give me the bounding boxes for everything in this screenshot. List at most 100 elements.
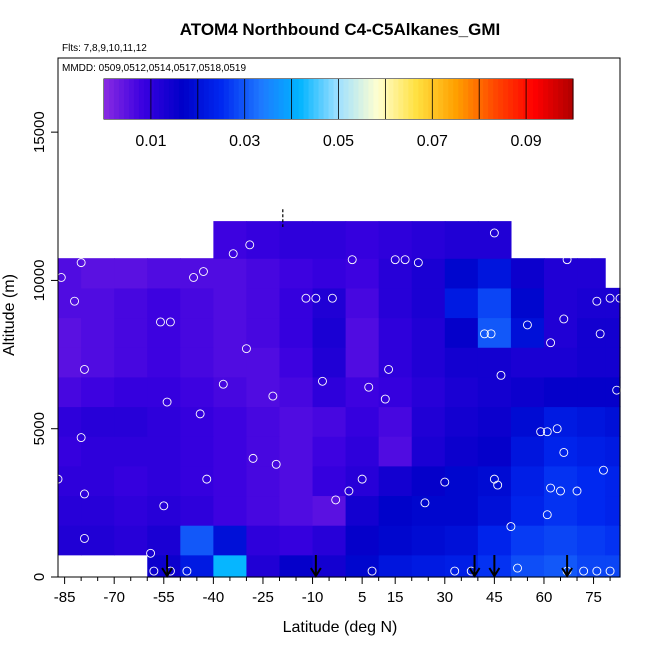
field-cell xyxy=(510,317,545,348)
colorbar-segment xyxy=(163,79,170,119)
colorbar-segment xyxy=(553,79,559,119)
field-cell xyxy=(81,495,115,526)
y-tick-label: 15000 xyxy=(31,111,48,153)
field-cell xyxy=(345,436,380,467)
field-cell xyxy=(477,525,512,556)
observation-point xyxy=(595,329,605,339)
colorbar-segment xyxy=(378,79,385,119)
field-cell xyxy=(279,436,314,467)
x-tick-label: -40 xyxy=(203,589,225,606)
field-cell xyxy=(510,287,545,319)
observation-point xyxy=(506,522,516,532)
field-cell xyxy=(213,347,248,378)
annotations xyxy=(161,209,573,578)
field-cell xyxy=(114,376,148,408)
observation-point xyxy=(612,385,622,395)
field-cell xyxy=(378,465,413,497)
field-cell xyxy=(81,258,115,289)
y-tick-label: 5000 xyxy=(31,412,48,445)
observation-point xyxy=(579,566,589,576)
colorbar-segment xyxy=(128,79,135,119)
colorbar-segment xyxy=(518,79,524,119)
field-cell xyxy=(246,347,281,378)
observation-point xyxy=(489,228,499,238)
field-cell xyxy=(444,221,479,259)
observation-point xyxy=(440,477,450,487)
field-cell xyxy=(378,406,413,437)
observation-point xyxy=(496,370,506,380)
field-cell xyxy=(477,221,512,259)
field-cell xyxy=(58,436,82,467)
field-cell xyxy=(81,287,115,319)
observation-point xyxy=(542,510,552,520)
field-cell xyxy=(543,347,578,378)
colorbar-segment xyxy=(558,79,564,119)
field-cell xyxy=(345,347,380,378)
observation-point xyxy=(189,273,198,282)
colorbar-segment xyxy=(568,79,574,119)
colorbar-segment xyxy=(188,79,195,119)
field-cell xyxy=(605,525,621,556)
field-cell xyxy=(444,465,479,497)
colorbar-segment xyxy=(338,79,345,119)
colorbar-segment xyxy=(343,79,350,119)
x-axis-label: Latitude (deg N) xyxy=(283,619,398,636)
field-cell xyxy=(58,287,82,319)
field-cell xyxy=(213,554,248,578)
colorbar-segment xyxy=(233,79,240,119)
field-cell xyxy=(444,376,479,408)
field-cell xyxy=(345,317,380,348)
field-cell xyxy=(147,406,181,437)
colorbar-segment xyxy=(533,79,539,119)
concentration-field xyxy=(58,221,621,578)
observation-point xyxy=(542,427,552,437)
colorbar-segment xyxy=(293,79,300,119)
colorbar-segment xyxy=(538,79,544,119)
field-cell xyxy=(114,406,148,437)
observation-point xyxy=(526,240,536,250)
field-cell xyxy=(81,465,115,497)
colorbar-segment xyxy=(173,79,180,119)
colorbar-segment xyxy=(363,79,370,119)
field-cell xyxy=(312,347,347,378)
x-tick-label: -25 xyxy=(252,589,274,606)
observation-point xyxy=(400,255,410,265)
field-cell xyxy=(81,436,115,467)
field-cell xyxy=(577,317,606,348)
colorbar-segment xyxy=(328,79,335,119)
colorbar-segment xyxy=(463,79,469,119)
field-cell xyxy=(213,317,248,348)
colorbar-segment xyxy=(318,79,325,119)
field-cell xyxy=(543,317,578,348)
observation-point xyxy=(245,240,255,250)
observation-point xyxy=(146,548,156,558)
colorbar-segment xyxy=(123,79,130,119)
field-cell xyxy=(345,406,380,437)
colorbar-segment xyxy=(183,79,190,119)
field-cell xyxy=(213,436,248,467)
flight-arrow-marker xyxy=(488,555,501,578)
field-cell xyxy=(444,495,479,526)
field-cell xyxy=(147,554,181,578)
colorbar-segment xyxy=(458,79,464,119)
x-tick-label: 30 xyxy=(436,589,453,606)
observation-point xyxy=(450,566,460,576)
colorbar-segment xyxy=(258,79,265,119)
observation-point xyxy=(347,255,357,265)
field-cell xyxy=(543,554,578,578)
observation-point xyxy=(562,255,572,265)
observation-point xyxy=(486,329,496,339)
observation-point xyxy=(162,397,172,407)
field-cell xyxy=(81,376,115,408)
x-tick-label: 75 xyxy=(585,589,602,606)
field-cell xyxy=(577,406,606,437)
field-cell xyxy=(543,465,578,497)
colorbar-segment xyxy=(118,79,125,119)
field-cell xyxy=(279,317,314,348)
observation-point xyxy=(380,394,390,404)
field-cell xyxy=(279,495,314,526)
field-cell xyxy=(543,376,578,408)
field-cell xyxy=(58,495,82,526)
colorbar-segment xyxy=(153,79,160,119)
field-cell xyxy=(114,465,148,497)
